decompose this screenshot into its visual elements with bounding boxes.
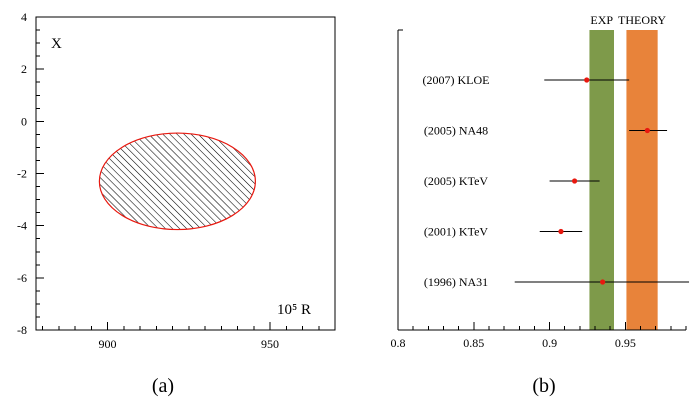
panel-a-y-tick-label: 2 bbox=[21, 62, 27, 76]
panel-a-x-tick-label: 900 bbox=[99, 337, 117, 351]
panel-b-x-tick-label: 0.95 bbox=[615, 336, 636, 350]
ellipse-hatch bbox=[99, 133, 256, 230]
experiment-label: (1996) NA31 bbox=[424, 275, 488, 289]
panel-b-label: (b) bbox=[532, 375, 555, 397]
panel-b-x-tick-label: 0.85 bbox=[463, 336, 484, 350]
data-point bbox=[644, 127, 650, 134]
band-theory bbox=[626, 30, 658, 330]
data-point bbox=[584, 77, 590, 83]
experiment-label: (2001) KTeV bbox=[424, 225, 488, 239]
panel-a-y-tick-label: -6 bbox=[17, 271, 27, 285]
data-point bbox=[571, 178, 578, 184]
panel-a-x-tick-label: 950 bbox=[261, 337, 279, 351]
panel-b-points: (2007) KLOE (2005) NA48 (2005) KTeV (2001) … bbox=[423, 73, 690, 289]
panel-b-x-tick-label: 0.9 bbox=[542, 336, 557, 350]
panel-a: 4 2 0 -2 -4 -6 -8 900 950 X 10⁵ R (a) bbox=[17, 10, 336, 397]
panel-a-y-tick-label: -4 bbox=[17, 219, 27, 233]
band-label-exp: EXP bbox=[590, 13, 613, 27]
data-point bbox=[558, 228, 564, 235]
panel-a-y-tick-label: -8 bbox=[17, 323, 27, 337]
panel-b-ticks: 0.8 0.85 0.9 0.95 bbox=[391, 29, 687, 350]
band-exp bbox=[589, 30, 614, 330]
panel-a-y-tick-label: 4 bbox=[21, 10, 27, 24]
experiment-label: (2005) NA48 bbox=[424, 124, 488, 138]
ellipse-outline bbox=[98, 132, 256, 231]
band-label-theory: THEORY bbox=[618, 13, 666, 27]
data-point bbox=[600, 279, 606, 285]
panel-b-x-tick-label: 0.8 bbox=[391, 336, 406, 350]
panel-a-x-axis-label: 10⁵ R bbox=[277, 302, 311, 318]
experiment-label: (2005) KTeV bbox=[424, 174, 488, 188]
panel-a-y-tick-label: -2 bbox=[17, 167, 27, 181]
panel-a-y-axis-label: X bbox=[51, 36, 62, 52]
panel-a-y-tick-label: 0 bbox=[21, 114, 27, 128]
experiment-label: (2007) KLOE bbox=[423, 73, 490, 87]
panel-b: EXP THEORY 0.8 0.85 0.9 0.95 (2007) KLOE(200… bbox=[391, 13, 690, 397]
panel-a-label: (a) bbox=[152, 375, 174, 397]
panel-a-ellipse-group bbox=[98, 132, 256, 231]
panel-a-ticks: 4 2 0 -2 -4 -6 -8 900 950 bbox=[17, 10, 336, 351]
